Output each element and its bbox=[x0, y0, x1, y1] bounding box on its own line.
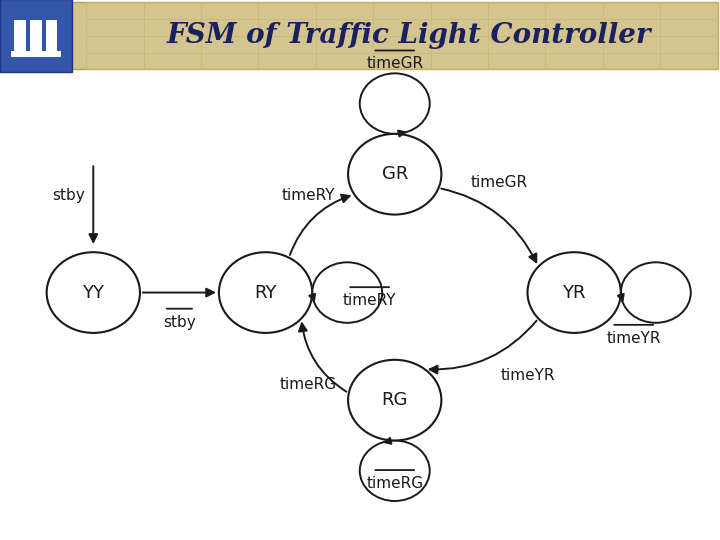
Text: timeRY: timeRY bbox=[282, 188, 336, 203]
FancyBboxPatch shape bbox=[14, 19, 26, 52]
Text: YY: YY bbox=[82, 284, 104, 301]
Text: FSM of Traffic Light Controller: FSM of Traffic Light Controller bbox=[167, 22, 652, 49]
Ellipse shape bbox=[219, 252, 312, 333]
Text: timeGR: timeGR bbox=[470, 175, 527, 190]
FancyBboxPatch shape bbox=[30, 19, 42, 52]
Ellipse shape bbox=[47, 252, 140, 333]
FancyArrowPatch shape bbox=[430, 321, 536, 374]
Text: RG: RG bbox=[382, 391, 408, 409]
FancyArrowPatch shape bbox=[441, 188, 536, 262]
FancyArrowPatch shape bbox=[384, 438, 392, 444]
FancyBboxPatch shape bbox=[0, 2, 718, 69]
Text: timeRG: timeRG bbox=[366, 476, 423, 491]
Text: RY: RY bbox=[254, 284, 276, 301]
Text: GR: GR bbox=[382, 165, 408, 183]
FancyBboxPatch shape bbox=[46, 19, 58, 52]
FancyBboxPatch shape bbox=[0, 0, 72, 72]
Ellipse shape bbox=[348, 134, 441, 214]
FancyArrowPatch shape bbox=[310, 294, 315, 301]
Text: YR: YR bbox=[562, 284, 586, 301]
Text: timeRY: timeRY bbox=[343, 293, 397, 308]
Text: stby: stby bbox=[52, 188, 84, 203]
FancyArrowPatch shape bbox=[89, 166, 97, 242]
FancyArrowPatch shape bbox=[143, 289, 214, 296]
FancyArrowPatch shape bbox=[290, 195, 350, 255]
Ellipse shape bbox=[348, 360, 441, 441]
FancyArrowPatch shape bbox=[299, 323, 346, 392]
FancyBboxPatch shape bbox=[11, 51, 61, 57]
Text: timeYR: timeYR bbox=[500, 368, 554, 383]
Text: timeGR: timeGR bbox=[366, 57, 423, 71]
FancyArrowPatch shape bbox=[618, 294, 624, 301]
Text: timeYR: timeYR bbox=[606, 331, 661, 346]
Ellipse shape bbox=[528, 252, 621, 333]
Text: timeRG: timeRG bbox=[280, 376, 337, 392]
FancyArrowPatch shape bbox=[398, 131, 405, 137]
Text: stby: stby bbox=[163, 315, 196, 329]
